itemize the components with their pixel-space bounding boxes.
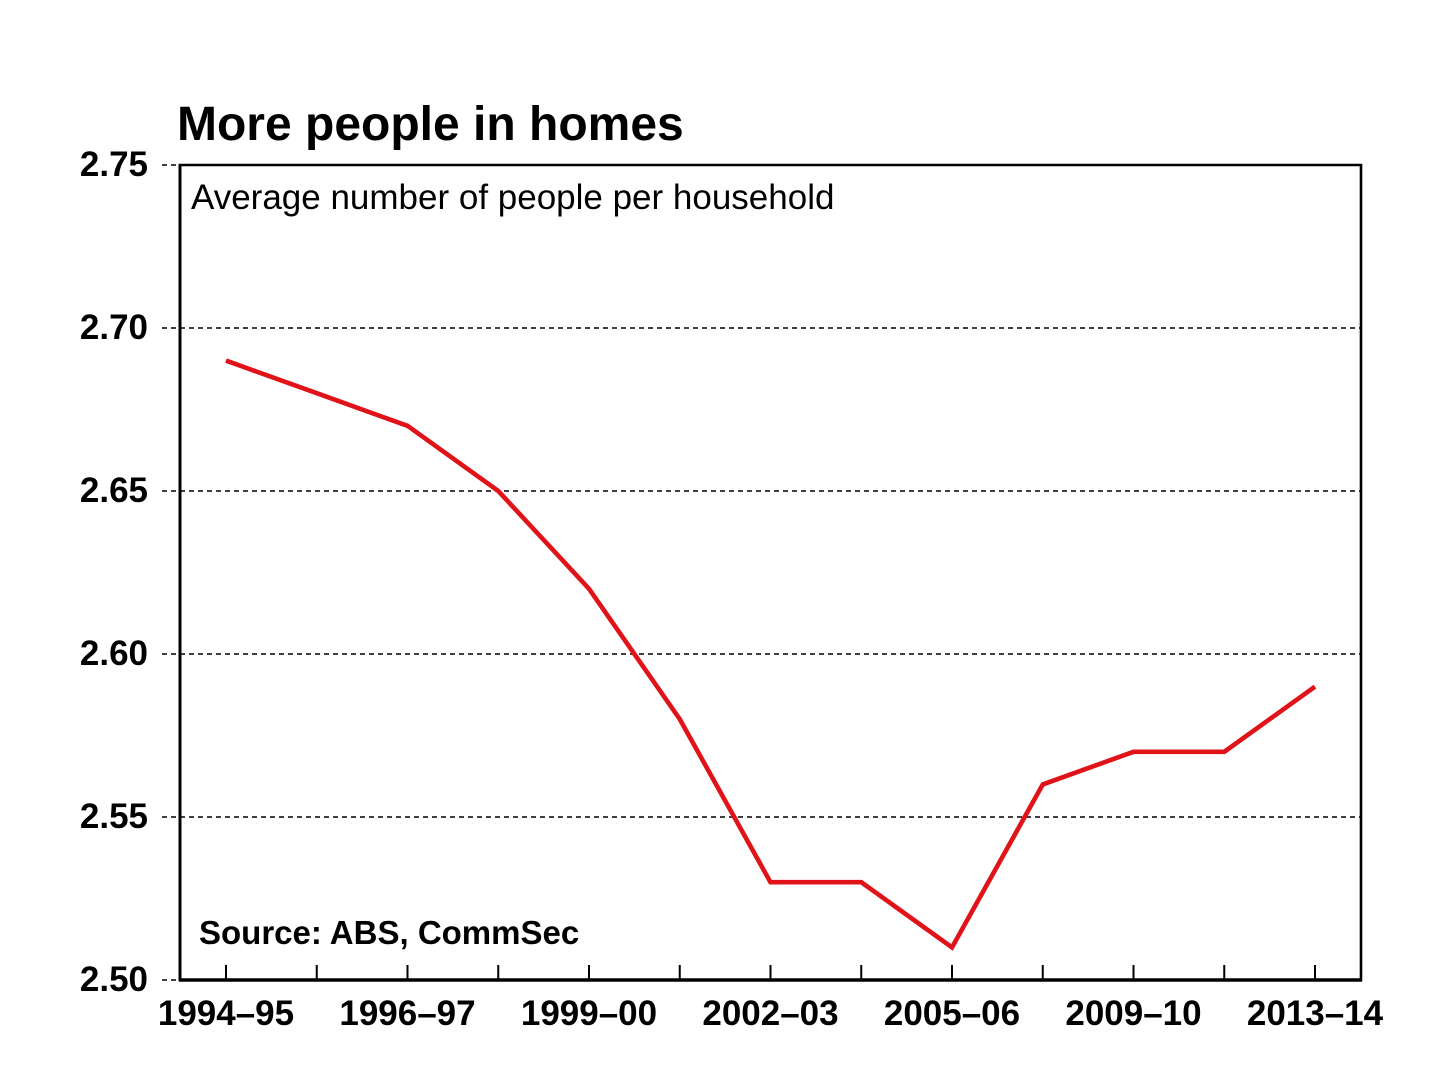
x-tick-label: 1999–00 [520, 994, 658, 1033]
data-line-household-size [225, 358, 1317, 951]
y-tick-label: 2.70 [79, 307, 148, 347]
x-tick-label: 1996–97 [339, 994, 476, 1033]
x-tick-label: 2009–10 [1065, 994, 1202, 1033]
y-tick-label: 2.50 [79, 959, 148, 999]
y-tick-label: 2.60 [79, 633, 148, 673]
x-tick-label: 1994–95 [157, 994, 295, 1033]
source-note: Source: ABS, CommSec [199, 914, 580, 951]
x-tick-label: 2013–14 [1246, 994, 1384, 1033]
x-tick-label: 2002–03 [702, 994, 839, 1033]
chart-subtitle: Average number of people per household [191, 178, 835, 217]
y-tick-label: 2.65 [79, 470, 148, 510]
chart-title: More people in homes [177, 98, 684, 151]
x-tick-label: 2005–06 [883, 994, 1021, 1033]
y-tick-label: 2.55 [79, 796, 148, 836]
y-tick-label: 2.75 [79, 144, 148, 184]
